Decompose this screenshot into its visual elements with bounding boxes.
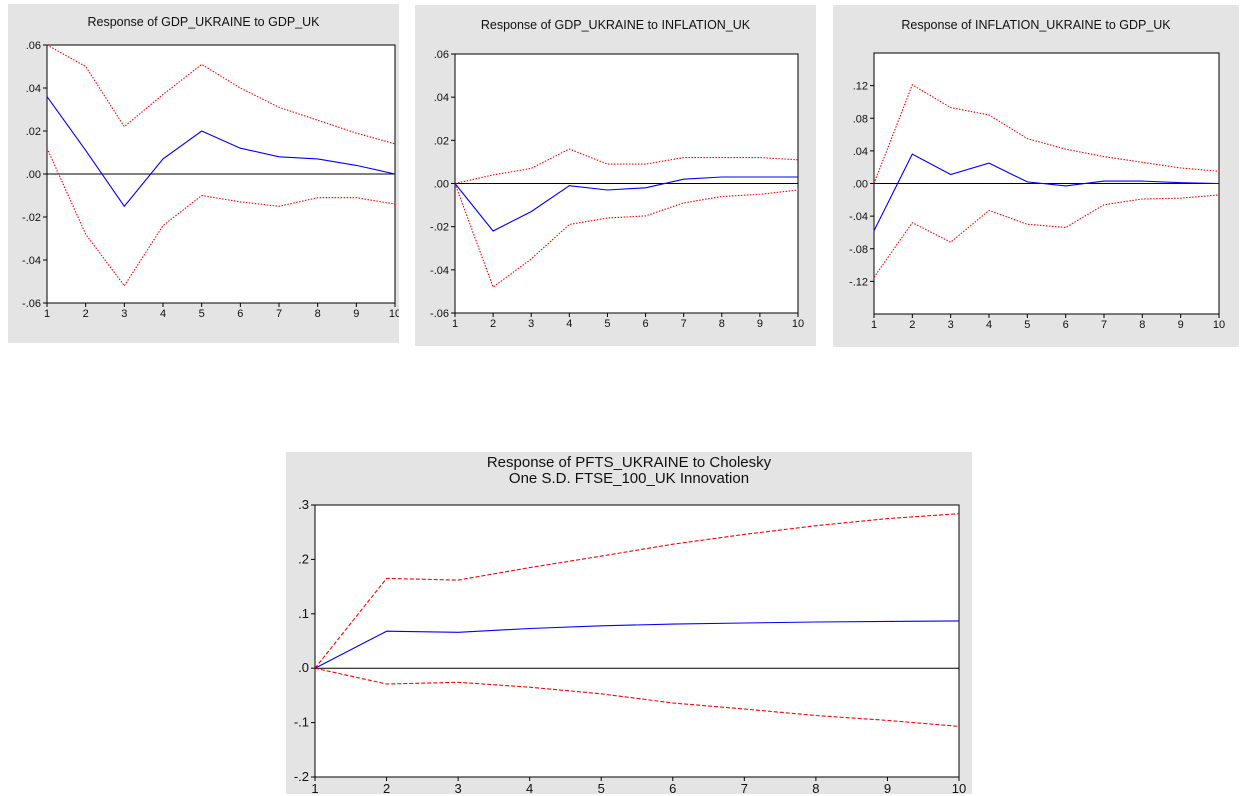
x-tick-label: 8 [315,308,321,320]
x-tick-label: 3 [121,308,127,320]
y-tick-label: .1 [298,606,309,621]
x-tick-label: 3 [528,318,534,330]
x-tick-label: 7 [741,781,748,794]
chart-svg: Response of INFLATION_UKRAINE to GDP_UK.… [849,18,1225,331]
y-tick-label: .12 [853,81,868,93]
x-tick-label: 10 [1213,319,1225,331]
x-tick-label: 4 [526,781,533,794]
y-tick-label: -.06 [430,308,449,320]
y-tick-label: .04 [26,83,41,95]
response-line [873,153,1220,232]
y-tick-label: -.02 [22,212,41,224]
x-tick-label: 5 [604,318,610,330]
x-tick-label: 1 [311,781,318,794]
y-tick-label: .02 [434,135,449,147]
x-tick-label: 3 [454,781,461,794]
x-tick-label: 4 [566,318,572,330]
x-tick-label: 9 [884,781,891,794]
y-tick-label: -.2 [294,769,309,784]
x-tick-label: 10 [952,781,966,794]
confidence-band-line [46,44,396,145]
y-tick-label: -.1 [294,715,309,730]
x-tick-label: 9 [757,318,763,330]
x-tick-label: 1 [871,319,877,331]
x-tick-label: 2 [909,319,915,331]
response-line [314,620,960,669]
chart-title: Response of INFLATION_UKRAINE to GDP_UK [901,18,1171,32]
confidence-band-line [873,194,1220,278]
chart-svg: Response of GDP_UKRAINE to GDP_UK .06 .04.… [22,15,399,320]
x-tick-label: 2 [490,318,496,330]
y-tick-label: .3 [298,497,309,512]
x-tick-label: 6 [237,308,243,320]
y-tick-label: .00 [853,179,868,191]
x-tick-label: 8 [719,318,725,330]
x-tick-label: 6 [642,318,648,330]
x-tick-label: 2 [383,781,390,794]
x-tick-label: 8 [1139,319,1145,331]
chart-title: Response of GDP_UKRAINE to GDP_UK [87,15,320,29]
x-tick-label: 4 [986,319,992,331]
x-tick-label: 6 [1063,319,1069,331]
chart-panel-gdp-ukraine-to-gdp-uk: Response of GDP_UKRAINE to GDP_UK .06 .04.… [8,4,399,343]
chart-panel-inflation-ukraine-to-gdp-uk: Response of INFLATION_UKRAINE to GDP_UK.… [833,5,1239,347]
x-tick-label: 9 [353,308,359,320]
y-tick-label: .2 [298,551,309,566]
y-tick-label: .04 [853,146,868,158]
y-tick-label: -.04 [430,265,449,277]
x-tick-label: 6 [669,781,676,794]
x-tick-label: 10 [389,308,399,320]
confidence-band-line [314,667,960,727]
x-tick-label: 3 [948,319,954,331]
confidence-band-line [314,513,960,669]
plot-area [314,504,960,778]
x-tick-label: 7 [276,308,282,320]
y-tick-label: -.06 [22,298,41,310]
y-tick-label: .04 [434,92,449,104]
chart-panel-pfts-ukraine-to-ftse: Response of PFTS_UKRAINE to Cholesky One … [286,452,972,794]
chart-svg: Response of GDP_UKRAINE to INFLATION_UK.… [430,18,804,330]
y-tick-label: .0 [298,660,309,675]
x-tick-label: 1 [452,318,458,330]
confidence-band-line [46,147,396,287]
chart-title: Response of GDP_UKRAINE to INFLATION_UK [481,18,751,32]
y-tick-label: .06 [26,40,41,52]
y-tick-label: .00 [26,169,41,181]
y-tick-label: .00 [434,179,449,191]
y-tick-label: .08 [853,113,868,125]
y-tick-label: .02 [26,126,41,138]
chart-panel-gdp-ukraine-to-inflation-uk: Response of GDP_UKRAINE to INFLATION_UK.… [415,5,816,346]
confidence-band-line [454,183,799,288]
x-tick-label: 7 [1101,319,1107,331]
response-line [454,176,798,232]
x-tick-label: 7 [681,318,687,330]
y-tick-label: -.02 [430,222,449,234]
y-tick-label: -.12 [849,276,868,288]
chart-title: Response of PFTS_UKRAINE to Cholesky [487,454,772,471]
response-line [46,96,396,208]
x-tick-label: 8 [812,781,819,794]
x-tick-label: 10 [792,318,804,330]
chart-title: One S.D. FTSE_100_UK Innovation [509,470,749,487]
x-tick-label: 1 [44,308,50,320]
y-tick-label: -.04 [849,211,868,223]
x-tick-label: 9 [1178,319,1184,331]
x-tick-label: 5 [1024,319,1030,331]
y-tick-label: .06 [434,49,449,61]
y-tick-label: -.08 [849,244,868,256]
confidence-band-line [454,148,799,185]
x-tick-label: 2 [83,308,89,320]
y-tick-label: -.04 [22,255,41,267]
x-tick-label: 5 [199,308,205,320]
chart-svg: Response of PFTS_UKRAINE to CholeskyOne … [294,454,966,794]
x-tick-label: 4 [160,308,166,320]
x-tick-label: 5 [598,781,605,794]
